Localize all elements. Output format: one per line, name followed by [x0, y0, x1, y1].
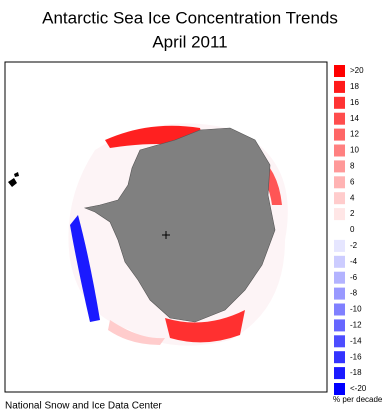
- legend-swatch: [334, 176, 345, 189]
- legend-label: -14: [350, 336, 362, 345]
- legend-swatch: [334, 239, 345, 252]
- legend-swatch: [334, 112, 345, 125]
- legend-label: -8: [350, 289, 358, 298]
- legend-label: 8: [350, 162, 355, 171]
- legend-swatch: [334, 271, 345, 284]
- legend-label: -18: [350, 368, 362, 377]
- legend-swatch: [334, 255, 345, 268]
- legend-swatch: [334, 65, 345, 77]
- legend-swatch: [334, 287, 345, 300]
- legend: >20 18 16 14 12 10 8 6 4 2 0 -2 -4 -6 -8 -10 -12 -14 -16 -1…: [334, 65, 367, 395]
- legend-label: 12: [350, 130, 359, 139]
- legend-swatch: [334, 192, 345, 205]
- legend-label: -12: [350, 321, 362, 330]
- legend-swatch: [334, 144, 345, 157]
- legend-label: 6: [350, 177, 355, 186]
- legend-swatch: [334, 96, 345, 109]
- legend-label: -4: [350, 257, 358, 266]
- legend-swatch: [334, 128, 345, 141]
- legend-unit: % per decade: [333, 395, 383, 404]
- legend-swatch: [334, 303, 345, 316]
- legend-label: -2: [350, 241, 358, 250]
- legend-swatch: [334, 367, 345, 380]
- trend-positive: [165, 310, 245, 343]
- legend-label: 0: [350, 225, 355, 234]
- title-line: April 2011: [152, 32, 227, 51]
- legend-label: -10: [350, 305, 362, 314]
- legend-label: -16: [350, 352, 362, 361]
- antarctica-land: [83, 127, 276, 323]
- title-line: Antarctic Sea Ice Concentration Trends: [42, 8, 338, 27]
- trend-positive: [108, 320, 165, 345]
- legend-swatch: [334, 383, 345, 395]
- legend-label: -6: [350, 273, 358, 282]
- legend-label: 4: [350, 193, 355, 202]
- legend-swatch: [334, 224, 345, 236]
- legend-label: >20: [350, 66, 364, 75]
- legend-label: 2: [350, 209, 355, 218]
- legend-swatch: [334, 160, 345, 173]
- legend-label: 14: [350, 114, 359, 123]
- legend-label: 16: [350, 98, 359, 107]
- trend-negative: [70, 215, 100, 322]
- legend-swatch: [334, 351, 345, 364]
- legend-label: <-20: [350, 384, 367, 393]
- island: [8, 172, 19, 187]
- legend-swatch: [334, 208, 345, 221]
- legend-swatch: [334, 80, 345, 93]
- credit: National Snow and Ice Data Center: [5, 401, 162, 412]
- legend-label: 18: [350, 82, 359, 91]
- map: [4, 61, 328, 393]
- legend-swatch: [334, 319, 345, 332]
- legend-swatch: [334, 335, 345, 348]
- south-pole-marker: [162, 231, 170, 239]
- legend-label: 10: [350, 146, 359, 155]
